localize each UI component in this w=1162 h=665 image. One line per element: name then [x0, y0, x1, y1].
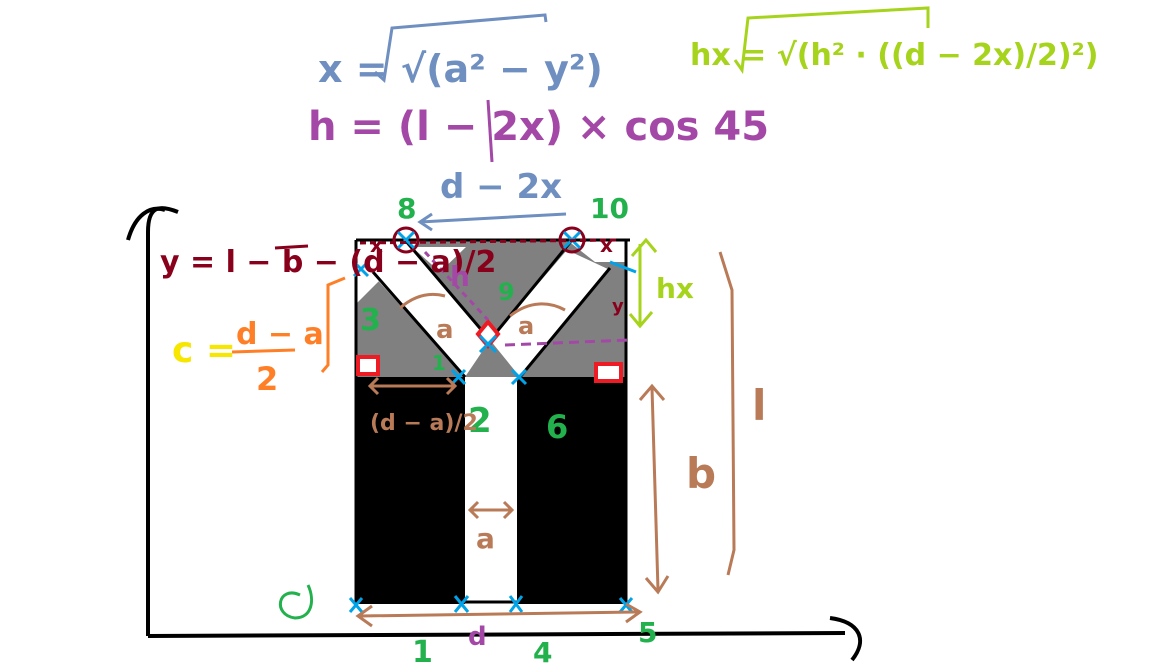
label-pt3: 3	[360, 303, 381, 338]
cross-pt9	[478, 334, 498, 354]
label-a-gap: a	[476, 522, 495, 555]
label-pt4: 4	[533, 636, 552, 665]
v-edge-left	[371, 271, 467, 378]
formula-h: h = (l − 2x) × cos 45	[308, 104, 769, 150]
label-x-right: x	[600, 233, 613, 257]
v-inner-right	[488, 239, 574, 341]
purple-dashed-mid	[504, 338, 631, 347]
y-axis-arrow	[126, 206, 166, 241]
b-arrow	[638, 383, 670, 595]
formulas: x = √(a² − y²) h = (l − 2x) × cos 45 d −…	[160, 38, 1099, 398]
axes	[126, 206, 863, 662]
v-edge-right	[518, 267, 612, 378]
formula-x: x = √(a² − y²)	[318, 47, 603, 91]
formula-hx: hx = √(h² · ((d − 2x)/2)²)	[690, 38, 1099, 73]
label-pt10: 10	[590, 192, 629, 225]
cross-pt6	[510, 368, 528, 386]
label-pt1b: 1	[432, 351, 446, 375]
blue-sqrt-radical	[374, 13, 548, 83]
cross-pt3	[352, 260, 370, 278]
cross-pt2	[450, 368, 467, 386]
label-y-small: y	[612, 296, 624, 317]
bottom-d-arrow	[355, 602, 643, 628]
red-square-right	[594, 362, 623, 383]
label-pt1: 1	[412, 635, 433, 665]
circle-0	[278, 584, 313, 620]
cross-pt8	[396, 230, 416, 250]
maroon-dashed-top	[359, 238, 621, 245]
v-white-cut-left	[373, 247, 490, 377]
hx-arrow	[628, 237, 658, 329]
a-gap-arrow	[467, 500, 515, 520]
right-black-wedge	[520, 290, 626, 377]
cross-pt0	[348, 597, 364, 613]
cross-pt4	[508, 595, 524, 613]
l-bracket	[718, 251, 736, 576]
labels: 8 10 3 2 6 0 1 4 5 9 1 a a a (d − a)/2 b…	[360, 192, 766, 665]
label-pt5: 5	[638, 616, 657, 649]
formula-y: y = l − b − (d − a)/2	[160, 245, 496, 280]
cross-pt7	[609, 260, 637, 274]
label-h: h	[450, 260, 470, 293]
left-black-leg	[356, 377, 464, 604]
lime-sqrt-radical	[733, 6, 930, 75]
red-square-left	[356, 355, 380, 376]
label-l: l	[752, 381, 766, 430]
label-a-upper-left: a	[436, 315, 454, 345]
formula-d-minus-2x: d − 2x	[440, 167, 562, 207]
y-fraction-bar	[274, 244, 309, 250]
c-half-arrow	[367, 376, 458, 396]
formula-c-lhs: c =	[172, 330, 236, 371]
cross-pt1	[453, 595, 470, 613]
label-d-bottom: d	[468, 622, 487, 652]
c-bracket	[320, 276, 346, 373]
v-inner-left	[403, 239, 492, 341]
x-axis	[147, 631, 846, 638]
formula-c-denominator: 2	[256, 360, 278, 398]
shape	[354, 238, 630, 604]
label-x-left: x	[370, 233, 383, 257]
h-dashed	[423, 250, 490, 322]
label-pt8: 8	[397, 192, 416, 225]
label-a-upper-right: a	[518, 312, 534, 340]
label-hx: hx	[656, 272, 694, 305]
x-axis-arrow	[829, 616, 863, 662]
circle-marker-8	[392, 226, 420, 254]
a-upper-right-arc	[509, 302, 566, 318]
left-black-wedge	[356, 310, 465, 377]
label-c-half: (d − a)/2	[370, 411, 478, 436]
label-b: b	[686, 449, 716, 498]
label-pt2: 2	[468, 401, 492, 441]
right-black-leg	[518, 377, 626, 604]
label-pt9: 9	[498, 278, 515, 306]
label-pt6: 6	[546, 408, 568, 446]
blue-d2x-arrow	[417, 212, 567, 232]
formula-c-numerator: d − a	[236, 317, 324, 352]
c-fraction-bar	[231, 348, 296, 354]
dimension-lines	[231, 6, 930, 628]
v-white-cut-right	[490, 250, 610, 377]
purple-paren-bar	[486, 99, 494, 163]
a-upper-left-arc	[399, 292, 446, 310]
